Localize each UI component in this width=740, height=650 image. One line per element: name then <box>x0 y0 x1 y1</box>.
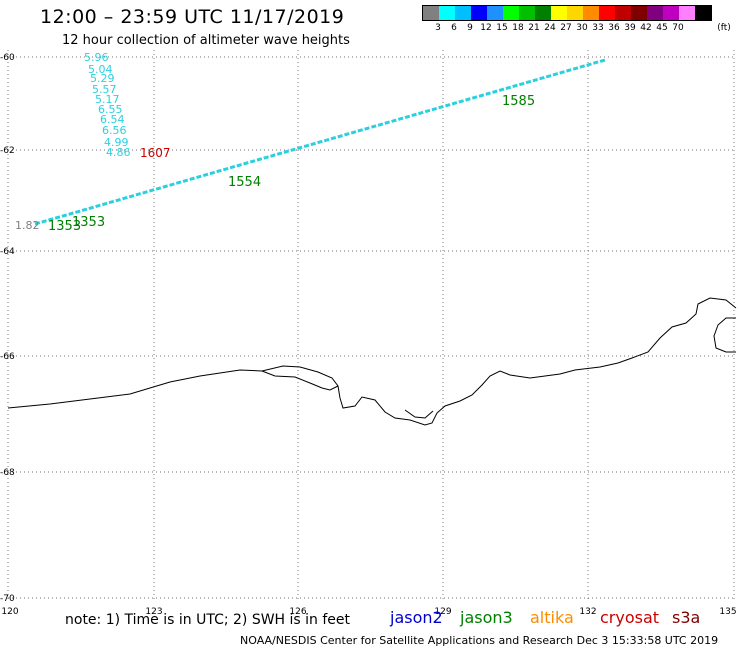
legend-swatch <box>567 6 583 20</box>
legend-swatch <box>455 6 471 20</box>
coastline-bay <box>261 370 339 391</box>
legend-tick-label: 36 <box>608 23 620 33</box>
longitude-label: 120 <box>1 607 18 617</box>
legend-swatch <box>519 6 535 20</box>
track-annotations: 5.965.045.295.575.176.556.546.564.994.86… <box>15 51 535 234</box>
satellite-label-s3a: s3a <box>672 608 701 627</box>
legend-swatch <box>695 6 711 20</box>
jason3-time-label: 1353 <box>72 215 105 230</box>
swh-value-label: 5.17 <box>95 93 120 106</box>
legend-tick-label: 12 <box>480 23 492 33</box>
legend-tick-label: 27 <box>560 23 572 33</box>
longitude-label: 132 <box>579 607 596 617</box>
latitude-label: -62 <box>0 146 15 156</box>
legend-unit: (ft) <box>717 23 731 33</box>
coastline-inlet <box>404 409 434 419</box>
satellite-label-altika: altika <box>530 608 574 627</box>
longitude-label: 126 <box>289 607 306 617</box>
jason3-time-label: 1585 <box>502 94 535 109</box>
legend-tick-label: 24 <box>544 23 556 33</box>
swh-value-label: 5.04 <box>88 63 113 76</box>
credit-line: NOAA/NESDIS Center for Satellite Applica… <box>240 634 719 647</box>
legend-swatch <box>439 6 455 20</box>
satellite-label-jason3: jason3 <box>460 608 513 627</box>
swh-value-label: 5.57 <box>92 83 117 96</box>
swh-value-label: 4.99 <box>104 136 129 149</box>
legend-tick-label: 70 <box>672 23 684 33</box>
legend-tick-label: 6 <box>451 23 457 33</box>
swh-value-label: 4.86 <box>106 146 131 159</box>
legend-swatch <box>583 6 599 20</box>
legend-swatch <box>503 6 519 20</box>
swh-value-label: 5.96 <box>84 51 109 64</box>
legend-tick-label: 15 <box>496 23 508 33</box>
units-note: note: 1) Time is in UTC; 2) SWH is in fe… <box>65 612 351 628</box>
swh-value-label: 6.56 <box>102 124 127 137</box>
legend-swatch <box>535 6 551 20</box>
legend-color-bar <box>422 5 712 21</box>
satellite-label-cryosat: cryosat <box>600 608 660 627</box>
legend-swatch <box>615 6 631 20</box>
longitude-label: 135 <box>719 607 736 617</box>
lat-lon-grid <box>7 50 736 602</box>
swh-value-label: 6.55 <box>98 103 123 116</box>
legend-swatch <box>599 6 615 20</box>
legend-tick-label: 21 <box>528 23 540 33</box>
legend-tick-label: 9 <box>467 23 473 33</box>
legend-swatch <box>663 6 679 20</box>
satellite-label-jason2: jason2 <box>390 608 443 627</box>
legend-tick-label: 33 <box>592 23 604 33</box>
legend-swatch <box>679 6 695 20</box>
legend-swatch <box>631 6 647 20</box>
axis-labels: 120 123 126 129 132 135 -60 -62 -64 -66 -68 -70 <box>0 53 737 617</box>
jason3-time-label: 1353 <box>48 219 81 234</box>
legend-swatch <box>471 6 487 20</box>
jason3-time-label: 1554 <box>228 175 261 190</box>
legend-swatch <box>647 6 663 20</box>
legend-tick-label: 18 <box>512 23 524 33</box>
wave-height-legend: 3 6 9 12 15 18 21 24 27 30 33 36 39 42 45 70 (ft) <box>422 5 731 35</box>
latitude-label: -64 <box>0 247 15 257</box>
legend-tick-label: 3 <box>435 23 441 33</box>
latitude-label: -60 <box>0 53 15 63</box>
legend-tick-label: 30 <box>576 23 588 33</box>
legend-swatch <box>487 6 503 20</box>
longitude-label: 129 <box>434 607 451 617</box>
antarctic-coastline <box>7 297 737 426</box>
map-subtitle: 12 hour collection of altimeter wave hei… <box>62 33 350 48</box>
latitude-label: -68 <box>0 468 15 478</box>
jason3-track-line <box>34 58 606 226</box>
swh-value-label: 1.82 <box>15 219 40 232</box>
legend-swatch <box>551 6 567 20</box>
legend-swatch <box>423 6 439 20</box>
latitude-label: -66 <box>0 352 15 362</box>
longitude-label: 123 <box>145 607 162 617</box>
swh-value-label: 6.54 <box>100 113 125 126</box>
map-title: 12:00 – 23:59 UTC 11/17/2019 <box>40 6 345 28</box>
swh-value-label: 5.29 <box>90 72 115 85</box>
legend-labels: 3 6 9 12 15 18 21 24 27 30 33 36 39 42 45 70 (ft) <box>422 21 731 35</box>
legend-tick-label: 39 <box>624 23 636 33</box>
latitude-label: -70 <box>0 594 15 604</box>
legend-tick-label: 45 <box>656 23 668 33</box>
legend-tick-label: 42 <box>640 23 652 33</box>
cryosat-time-label: 1607 <box>140 146 171 160</box>
